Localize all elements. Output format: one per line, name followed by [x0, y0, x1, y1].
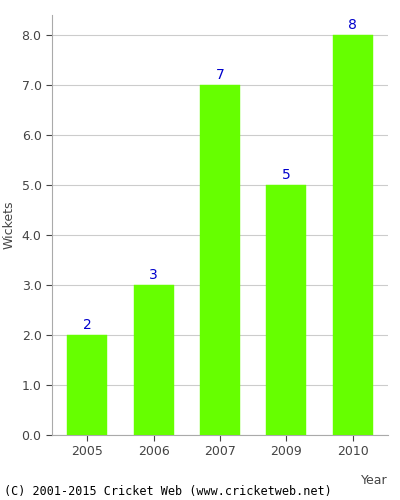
- Bar: [333, 35, 373, 435]
- Text: 8: 8: [348, 18, 357, 32]
- Y-axis label: Wickets: Wickets: [3, 200, 16, 249]
- Text: 5: 5: [282, 168, 291, 182]
- Bar: [200, 85, 240, 435]
- Text: 7: 7: [216, 68, 224, 82]
- Text: 2: 2: [83, 318, 92, 332]
- Bar: [134, 285, 174, 435]
- Text: (C) 2001-2015 Cricket Web (www.cricketweb.net): (C) 2001-2015 Cricket Web (www.cricketwe…: [4, 484, 332, 498]
- Bar: [67, 335, 107, 435]
- Text: 3: 3: [149, 268, 158, 282]
- Text: Year: Year: [361, 474, 388, 487]
- Bar: [266, 185, 306, 435]
